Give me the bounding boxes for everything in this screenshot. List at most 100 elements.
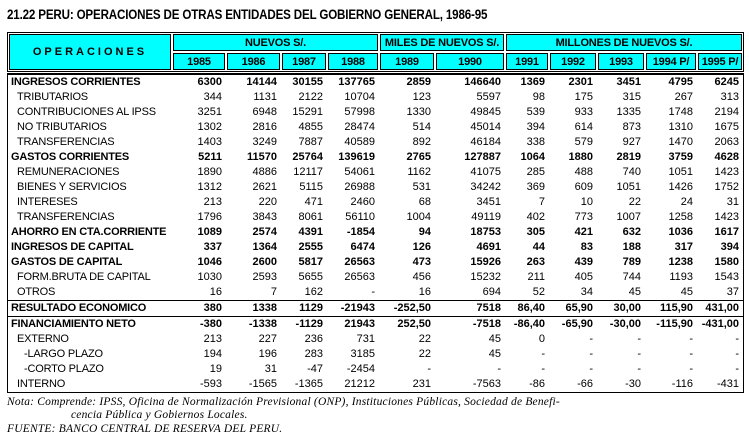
- value-cell: 609: [574, 181, 593, 193]
- value-cell: 1423: [714, 166, 739, 178]
- table-row: -LARGO PLAZO 194 196 283 3185 22 45 - - - - -: [8, 347, 743, 362]
- operaciones-header: OPERACIONES: [9, 34, 171, 70]
- value-cell: 49119: [471, 211, 501, 223]
- value-cell: 2460: [350, 196, 375, 208]
- table-row: BIENES Y SERVICIOS 1312 2621 5115 26988 531 34…: [8, 180, 743, 195]
- row-label: CONTRIBUCIONES AL IPSS: [17, 106, 156, 118]
- value-cell: 2194: [714, 106, 739, 118]
- unit-group-header: MILLONES DE NUEVOS S/.: [506, 34, 742, 51]
- year-header: 1993: [598, 53, 644, 70]
- value-cell: 16: [209, 286, 222, 298]
- year-header: 1995 P/: [698, 53, 742, 70]
- value-cell: 10: [580, 196, 593, 208]
- value-cell: 18753: [470, 226, 501, 238]
- value-cell: -: [427, 363, 431, 375]
- row-label: REMUNERACIONES: [17, 166, 120, 178]
- value-cell: 1051: [616, 181, 641, 193]
- row-label: -LARGO PLAZO: [24, 348, 103, 360]
- table-row: INGRESOS DE CAPITAL 337 1364 2555 6474 126 469…: [8, 240, 743, 255]
- header-year-area: NUEVOS S/. MILES DE NUEVOS S/. MILLONES DE…: [172, 33, 743, 71]
- row-label: TRIBUTARIOS: [17, 91, 88, 103]
- table-header: OPERACIONES NUEVOS S/. MILES DE NUEVOS S/…: [7, 32, 744, 72]
- value-cell: 439: [574, 256, 593, 268]
- value-cell: 1051: [668, 166, 693, 178]
- value-cell: 31: [726, 196, 739, 208]
- value-cell: -30: [625, 378, 641, 390]
- value-cell: 44: [532, 241, 545, 253]
- value-cell: 4691: [476, 241, 501, 253]
- value-cell: 30,00: [613, 302, 641, 314]
- value-cell: -: [735, 333, 739, 345]
- value-cell: 40589: [344, 136, 375, 148]
- value-cell: 305: [526, 226, 545, 238]
- value-cell: 98: [532, 91, 545, 103]
- source-line: FUENTE: BANCO CENTRAL DE RESERVA DEL PER…: [7, 423, 283, 435]
- value-cell: 2765: [406, 151, 431, 163]
- table-row: CONTRIBUCIONES AL IPSS 3251 6948 15291 57998…: [8, 105, 743, 120]
- value-cell: 694: [482, 286, 501, 298]
- value-cell: -: [637, 333, 641, 345]
- value-cell: 1675: [714, 121, 739, 133]
- value-cell: 56110: [345, 211, 375, 223]
- value-cell: 3451: [616, 76, 641, 88]
- table-row: RESULTADO ECONOMICO 380 1338 1129 -21943 -252…: [8, 300, 743, 316]
- value-cell: 4391: [298, 226, 323, 238]
- value-cell: 1312: [197, 181, 222, 193]
- table-row: TRANSFERENCIAS 1403 3249 7887 40589 892 46184 3…: [8, 135, 743, 150]
- value-cell: 473: [412, 256, 431, 268]
- value-cell: 54061: [344, 166, 375, 178]
- row-label: RESULTADO ECONOMICO: [11, 302, 147, 314]
- note-line-1: Nota: Comprende: IPSS, Oficina de Normal…: [7, 396, 560, 408]
- value-cell: 283: [304, 348, 323, 360]
- value-cell: 514: [412, 121, 431, 133]
- value-cell: -: [589, 333, 593, 345]
- value-cell: 1890: [197, 166, 222, 178]
- value-cell: 45014: [470, 121, 501, 133]
- page-title: 21.22 PERU: OPERACIONES DE OTRAS ENTIDAD…: [7, 7, 488, 22]
- value-cell: 22: [418, 333, 431, 345]
- value-cell: 162: [304, 286, 323, 298]
- value-cell: 405: [574, 271, 593, 283]
- value-cell: 2063: [714, 136, 739, 148]
- value-cell: 8061: [298, 211, 323, 223]
- value-cell: 83: [580, 241, 593, 253]
- value-cell: -116: [671, 378, 693, 390]
- value-cell: 2600: [252, 256, 277, 268]
- table-row: EXTERNO 213 227 236 731 22 45 0 - - - -: [8, 332, 743, 347]
- value-cell: 2621: [252, 181, 277, 193]
- value-cell: 1238: [668, 256, 693, 268]
- value-cell: 614: [574, 121, 593, 133]
- year-header: 1994 P/: [646, 53, 696, 70]
- value-cell: -: [735, 363, 739, 375]
- value-cell: -: [497, 363, 501, 375]
- value-cell: 137765: [338, 76, 375, 88]
- value-cell: 344: [203, 91, 222, 103]
- value-cell: 24: [680, 196, 693, 208]
- value-cell: 338: [526, 136, 545, 148]
- value-cell: 317: [674, 241, 693, 253]
- value-cell: 194: [203, 348, 222, 360]
- value-cell: 1162: [407, 166, 431, 178]
- value-cell: -1129: [295, 318, 323, 330]
- value-cell: 19: [209, 363, 222, 375]
- value-cell: 227: [258, 333, 277, 345]
- row-label: TRANSFERENCIAS: [17, 211, 115, 223]
- value-cell: 211: [527, 271, 545, 283]
- value-cell: 1364: [252, 241, 277, 253]
- value-cell: 1064: [520, 151, 545, 163]
- note-line-2: cencia Pública y Gobiernos Locales.: [71, 409, 248, 421]
- page: 21.22 PERU: OPERACIONES DE OTRAS ENTIDAD…: [7, 7, 744, 435]
- value-cell: 15232: [470, 271, 501, 283]
- value-cell: -66: [577, 378, 593, 390]
- row-label: INGRESOS DE CAPITAL: [11, 241, 134, 253]
- year-header: 1991: [506, 53, 548, 70]
- value-cell: 4795: [668, 76, 693, 88]
- table-row: GASTOS CORRIENTES 5211 11570 25764 139619 276…: [8, 150, 743, 165]
- value-cell: 1258: [668, 211, 693, 223]
- value-cell: -380: [199, 318, 222, 330]
- value-cell: 123: [412, 91, 431, 103]
- unit-group-row: NUEVOS S/. MILES DE NUEVOS S/. MILLONES DE…: [172, 33, 743, 52]
- value-cell: 220: [258, 196, 277, 208]
- value-cell: 539: [526, 106, 545, 118]
- value-cell: -1854: [346, 226, 375, 238]
